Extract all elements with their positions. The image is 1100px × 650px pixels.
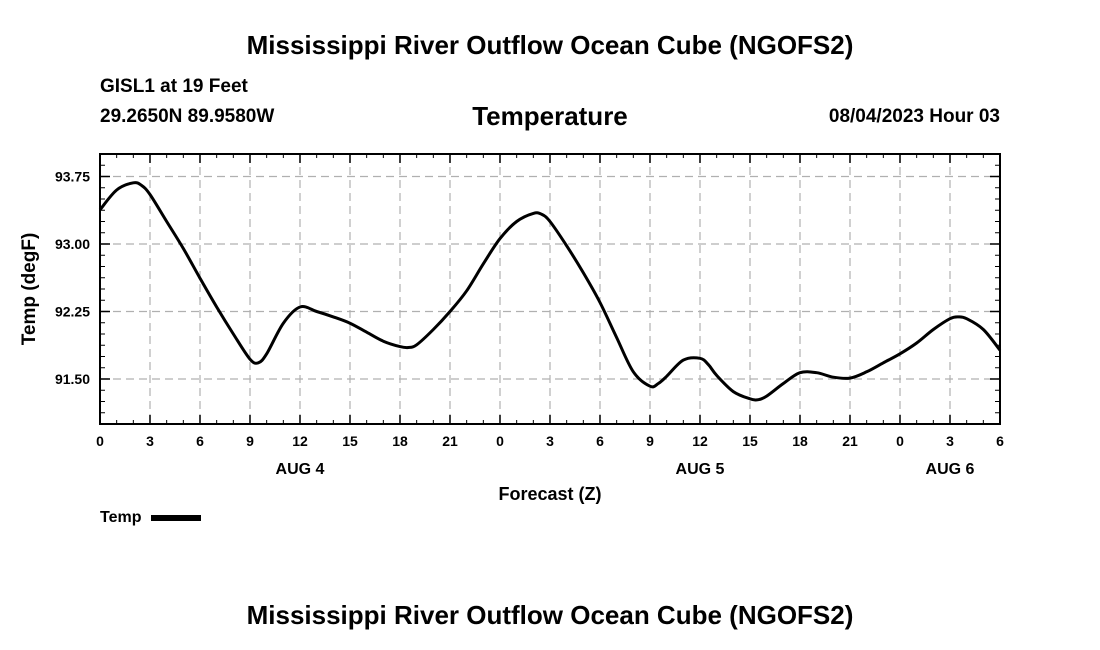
chart-title: Temperature xyxy=(472,101,628,131)
station-coords: 29.2650N 89.9580W xyxy=(100,106,275,127)
x-tick-label: 15 xyxy=(342,433,358,449)
x-tick-label: 6 xyxy=(596,433,604,449)
x-tick-label: 9 xyxy=(246,433,254,449)
series-line-temp xyxy=(98,181,1002,402)
day-label: AUG 6 xyxy=(926,461,975,478)
y-tick-label: 93.75 xyxy=(55,169,90,185)
legend-label: Temp xyxy=(100,509,142,526)
footer-title: Mississippi River Outflow Ocean Cube (NG… xyxy=(246,600,854,630)
x-tick-label: 15 xyxy=(742,433,758,449)
x-tick-label: 3 xyxy=(146,433,154,449)
x-tick-label: 21 xyxy=(842,433,858,449)
x-tick-label: 0 xyxy=(496,433,504,449)
x-tick-label: 6 xyxy=(196,433,204,449)
temperature-chart: Temperature 91.50 92.25 93.00 93.75 0 3 6 9 12 15 1… xyxy=(19,101,1004,504)
x-tick-label: 12 xyxy=(692,433,708,449)
x-tick-label: 0 xyxy=(896,433,904,449)
x-tick-label: 18 xyxy=(392,433,408,449)
x-tick-label: 21 xyxy=(442,433,458,449)
x-tick-label: 3 xyxy=(946,433,954,449)
x-tick-label: 12 xyxy=(292,433,308,449)
y-tick-label: 93.00 xyxy=(55,236,90,252)
y-axis-label: Temp (degF) xyxy=(19,233,40,346)
x-tick-label: 9 xyxy=(646,433,654,449)
day-label: AUG 4 xyxy=(276,461,325,478)
station-name: GISL1 at 19 Feet xyxy=(100,76,248,97)
forecast-timestamp: 08/04/2023 Hour 03 xyxy=(828,106,1000,127)
x-tick-label: 3 xyxy=(546,433,554,449)
day-label: AUG 5 xyxy=(676,461,725,478)
y-tick-label: 92.25 xyxy=(55,304,90,320)
x-tick-label: 6 xyxy=(996,433,1004,449)
plot-frame xyxy=(99,153,1001,425)
y-tick-label: 91.50 xyxy=(55,371,90,387)
legend-swatch xyxy=(151,515,202,521)
x-tick-label: 18 xyxy=(792,433,808,449)
x-tick-label: 0 xyxy=(96,433,104,449)
legend: Temp xyxy=(100,509,202,527)
x-axis-label: Forecast (Z) xyxy=(498,484,601,504)
page-title: Mississippi River Outflow Ocean Cube (NG… xyxy=(246,30,854,60)
